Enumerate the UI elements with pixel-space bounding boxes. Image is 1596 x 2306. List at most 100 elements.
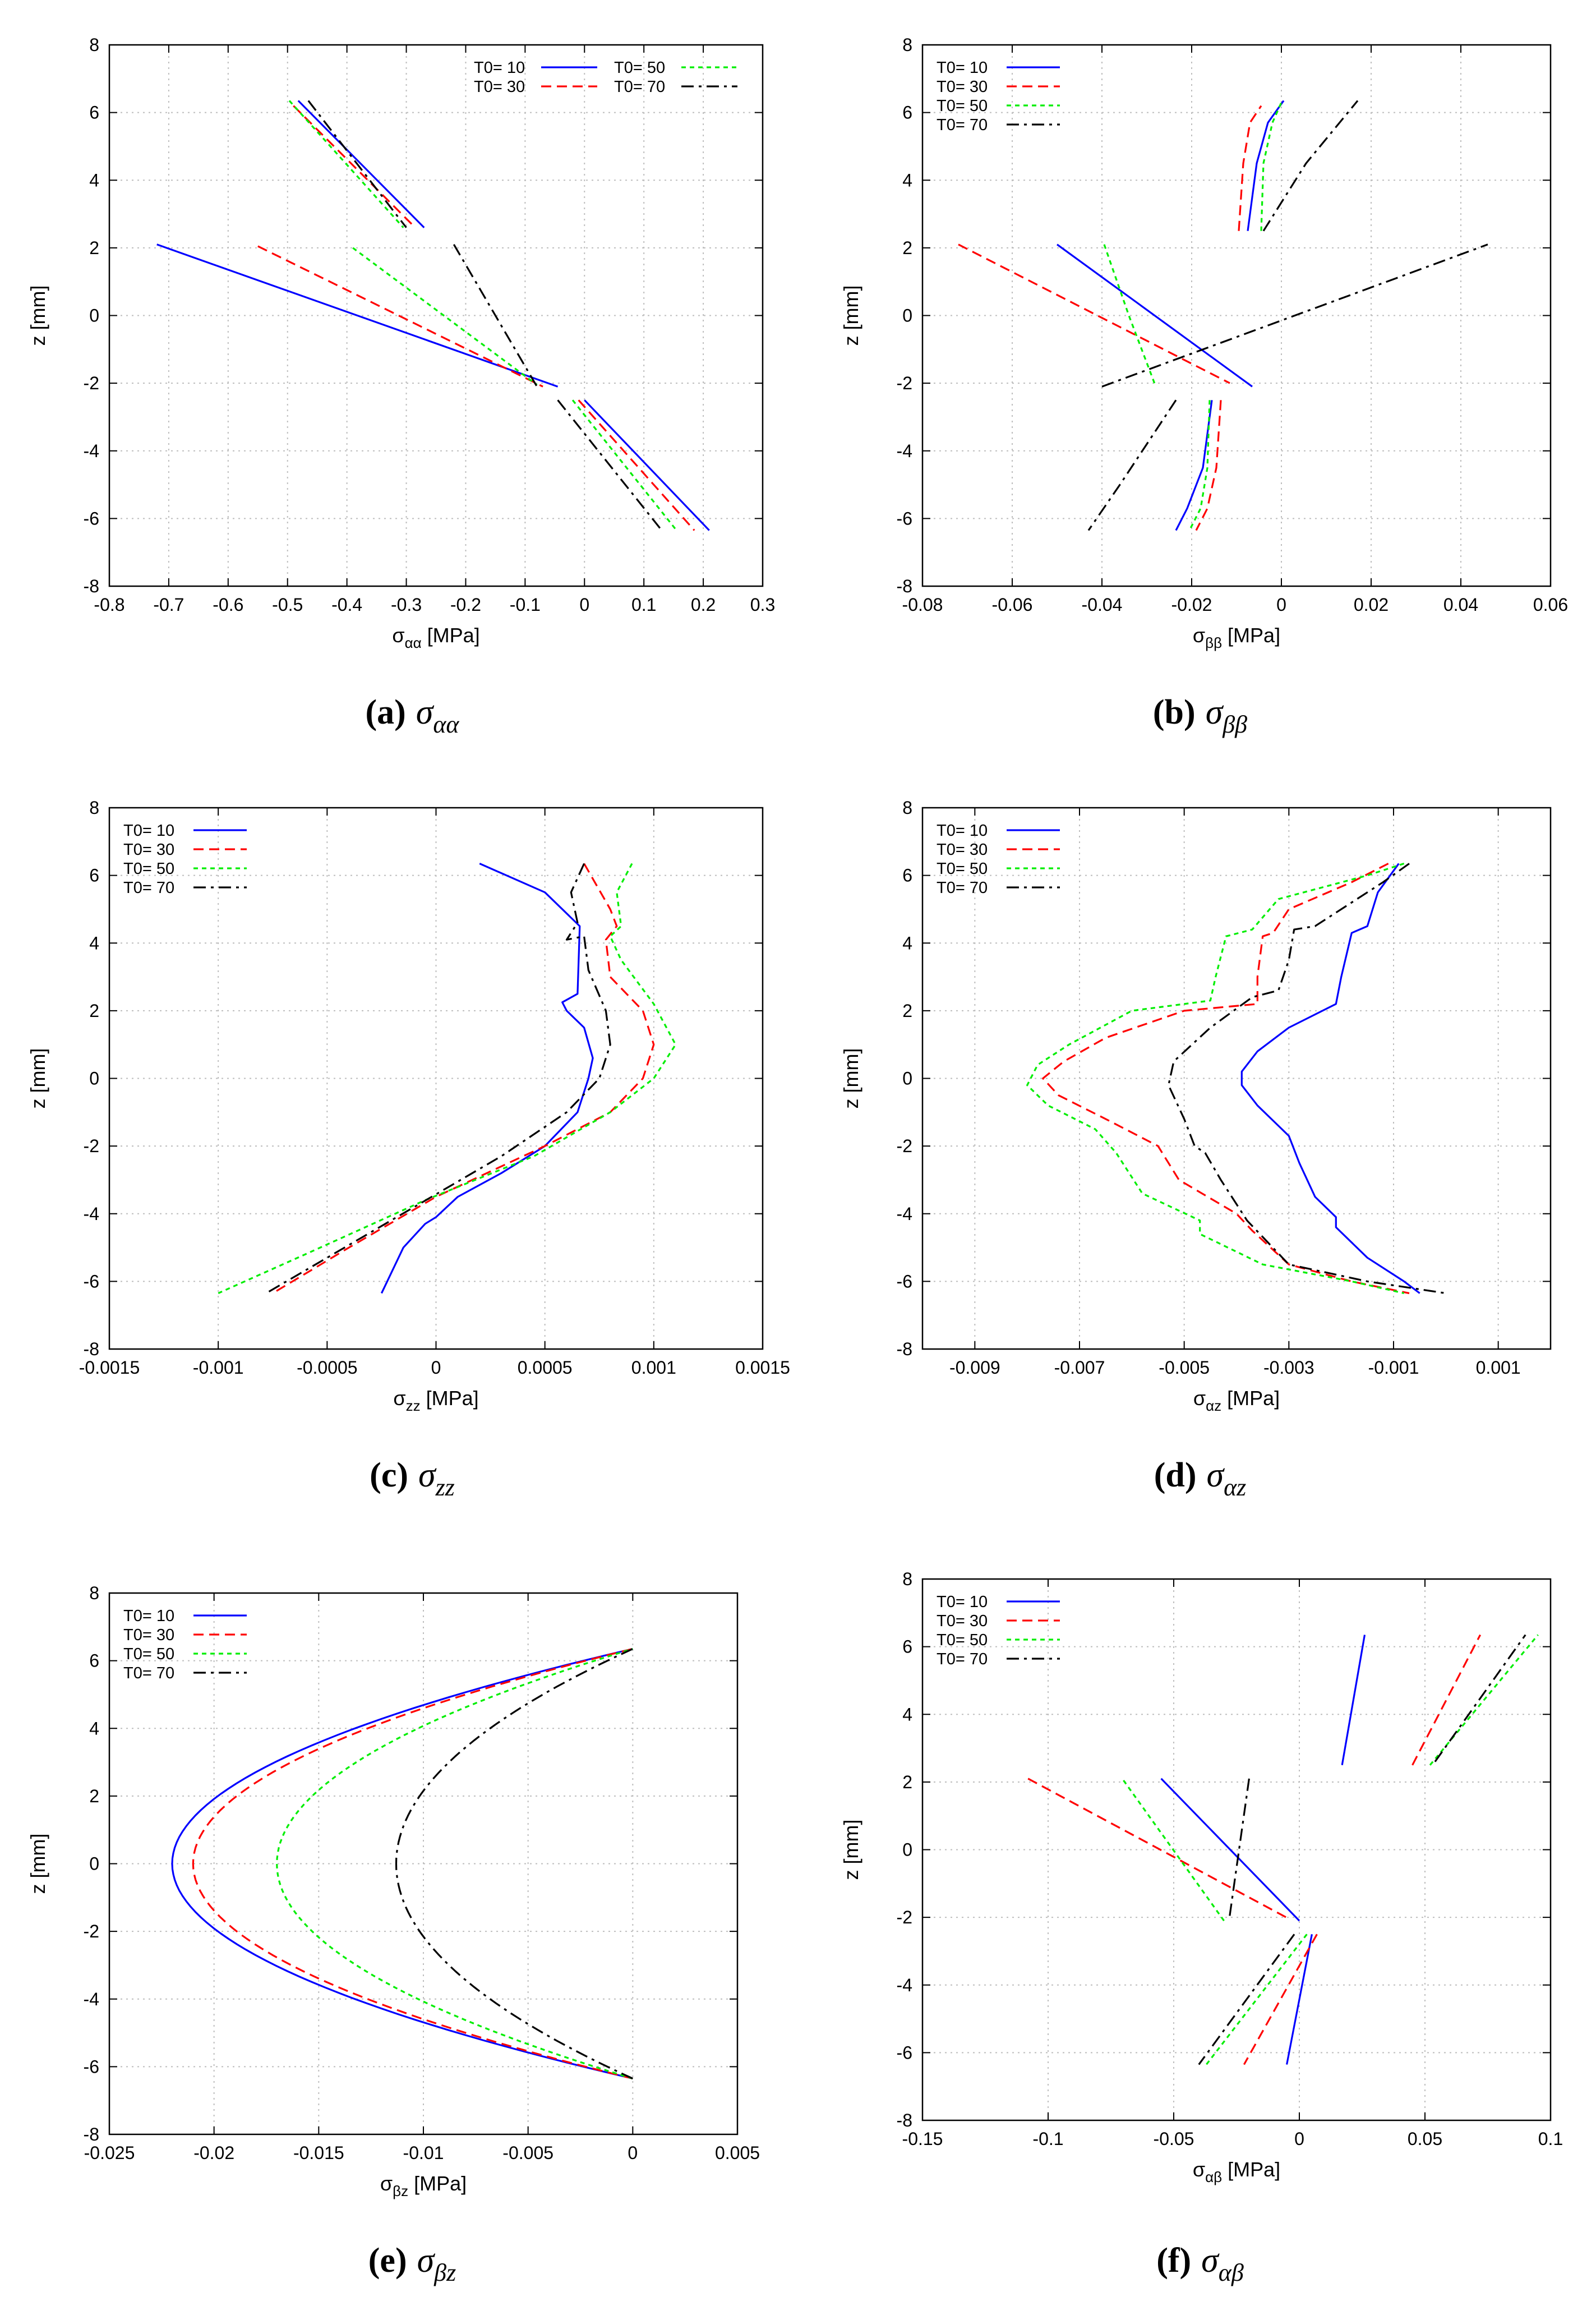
caption-symbol: σ [1201,2241,1220,2280]
y-tick-label: 8 [902,1569,912,1589]
legend-label: T0= 50 [614,59,665,77]
caption-letter: (a) [365,693,405,731]
x-tick-label: -0.15 [902,2129,943,2149]
series-line-2-seg-2 [257,245,543,388]
x-tick-label: -0.001 [193,1357,244,1378]
series-line-4-seg-1 [1168,863,1446,1295]
x-axis-label: σβz [MPa] [380,2172,467,2199]
x-axis-label: σββ [MPa] [1193,624,1280,651]
legend-label: T0= 50 [937,97,988,115]
series-line-2-seg-3 [1243,1934,1318,2065]
x-axis-label-symbol: σ [393,1387,405,1410]
y-tick-label: 2 [89,1786,99,1806]
series-line-1-seg-1 [1341,1635,1366,1765]
x-tick-label: 0.001 [631,1357,676,1378]
y-tick-label: -6 [84,2056,99,2077]
x-tick-label: -0.6 [213,595,243,615]
series-line-3-seg-2 [352,247,538,386]
y-tick-label: 6 [902,1637,912,1657]
x-tick-label: 0 [628,2143,638,2163]
x-tick-label: -0.4 [331,595,362,615]
x-tick-label: -0.2 [450,595,481,615]
y-tick-label: 6 [89,103,99,123]
series-line-3-seg-3 [1188,400,1211,531]
y-tick-label: -8 [84,576,99,596]
series-line-2-seg-1 [272,863,655,1294]
caption-symbol: σ [418,1456,437,1494]
y-axis-label: z [mm] [839,1048,862,1109]
legend-label: T0= 30 [123,1626,174,1644]
y-tick-label: -8 [84,1339,99,1359]
plot-frame [108,44,764,587]
y-tick-label: 2 [89,238,99,258]
series-group [218,863,677,1294]
legend-label: T0= 70 [123,879,174,897]
x-axis-label-symbol: σ [1193,2158,1205,2181]
x-axis-label-unit: [MPa] [408,2172,467,2195]
series-line-2-seg-1 [1412,1634,1482,1766]
x-tick-label: 0.04 [1443,595,1478,615]
y-axis-label: z [mm] [839,286,862,346]
x-tick-label: 0 [579,595,589,615]
series-line-2-seg-1 [1238,105,1262,231]
x-tick-label: 0.001 [1476,1357,1521,1378]
panel-caption: (e) σβz [368,2241,456,2286]
series-line-1-seg-2 [1057,243,1253,388]
legend-label: T0= 30 [474,78,525,96]
x-axis-label-sub: αz [1206,1397,1221,1414]
y-tick-label: 6 [902,103,912,123]
y-tick-label: 6 [902,866,912,886]
x-axis-label: σαz [MPa] [1193,1387,1280,1414]
series-line-2-seg-1 [293,105,416,228]
series-line-3-seg-1 [1026,862,1405,1295]
y-tick-label: 6 [89,866,99,886]
panel-caption: (d) σαz [1154,1456,1247,1501]
x-tick-label: 0.1 [631,595,656,615]
plot-frame [108,807,764,1350]
x-tick-label: 0.2 [691,595,716,615]
x-tick-label: -0.05 [1154,2129,1194,2149]
series-line-2-seg-2 [958,243,1230,384]
x-tick-label: 0.3 [750,595,775,615]
x-tick-label: 0.0005 [518,1357,573,1378]
y-tick-label: -6 [897,2042,912,2063]
y-axis-label: z [mm] [26,1834,49,1894]
y-tick-label: -6 [84,1271,99,1291]
y-axis-label: z [mm] [26,1048,49,1109]
series-line-1-seg-1 [1247,100,1285,231]
legend-label: T0= 30 [937,78,988,96]
y-tick-label: 8 [902,798,912,818]
x-tick-label: -0.0015 [79,1357,140,1378]
y-tick-label: -2 [84,1921,99,1941]
y-tick-label: -6 [897,1271,912,1291]
y-axis-label: z [mm] [839,1820,862,1880]
series-line-4-seg-3 [557,399,663,531]
x-tick-label: -0.02 [193,2143,234,2163]
chart-panel-b: -0.08 -0.06 -0.04 -0.02 0 0.02 0.04 0.06 -8 -6 -4 -… [839,35,1568,738]
series-line-2-seg-3 [578,399,695,531]
y-tick-label: 4 [89,933,99,953]
series-line-3-seg-1 [276,1647,633,2080]
series-group [1027,1634,1539,2065]
caption-subscript: αα [433,711,459,738]
x-tick-label: -0.1 [510,595,541,615]
series-group [156,100,710,531]
x-axis-label-unit: [MPa] [1222,2158,1280,2181]
legend-label: T0= 70 [937,116,988,134]
x-axis-label: σzz [MPa] [393,1387,478,1414]
y-tick-label: -4 [897,1204,912,1224]
caption-symbol: σ [1206,693,1224,731]
series-line-3-seg-1 [288,100,404,228]
y-tick-label: 4 [89,170,99,190]
x-axis-label: σαα [MPa] [392,624,479,651]
y-tick-label: -2 [897,373,912,393]
caption-subscript: αβ [1219,2259,1244,2286]
chart-panel-f: -0.15 -0.1 -0.05 0 0.05 0.1 -8 -6 -4 -2 0 2 4 6 8 z [mm… [839,1569,1563,2286]
y-tick-label: -4 [897,441,912,461]
series-line-3-seg-2 [1123,1779,1225,1922]
